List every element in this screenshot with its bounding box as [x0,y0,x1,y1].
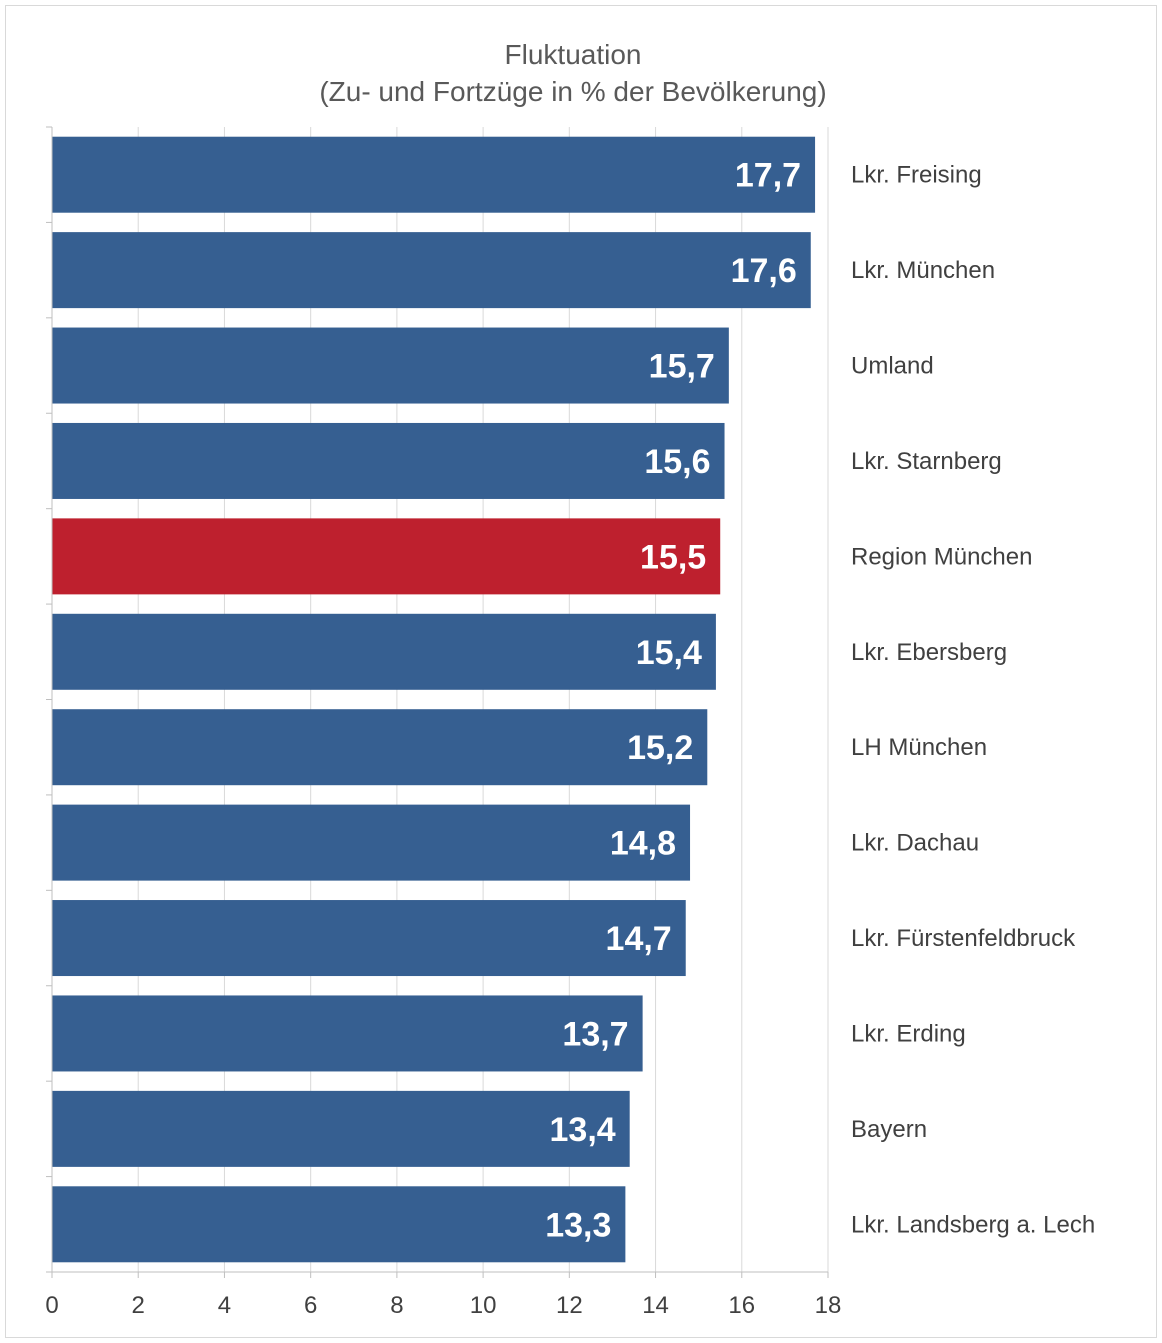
x-tick-label: 4 [218,1292,231,1319]
bar [52,613,716,690]
x-tick-label: 0 [45,1292,58,1319]
bar [52,327,729,404]
bar [52,1186,626,1263]
bar-value-label: 15,7 [649,348,715,386]
bar-value-label: 13,4 [550,1111,616,1149]
bar [52,900,686,977]
x-tick-label: 8 [390,1292,403,1319]
bar-value-label: 15,6 [644,443,710,481]
bar-value-label: 15,5 [640,538,706,576]
bar [52,136,816,213]
bar-value-label: 15,2 [627,729,693,767]
bars: 17,7 17,6 15,7 15,6 15,5 15,4 15,2 14,8 14,7 13,7… [52,136,816,1263]
category-label: Lkr. Fürstenfeldbruck [851,925,1076,952]
category-label: Bayern [851,1116,927,1143]
chart-title: Fluktuation [505,39,642,70]
x-tick-label: 6 [304,1292,317,1319]
bar [52,1090,630,1167]
bar-value-label: 17,6 [731,252,797,290]
bar [52,518,721,595]
x-tick-label: 18 [815,1292,842,1319]
gridlines [137,127,829,1272]
category-label: Lkr. München [851,257,995,284]
chart-subtitle: (Zu- und Fortzüge in % der Bevölkerung) [319,76,826,107]
category-label: Lkr. Erding [851,1020,966,1047]
category-label: Region München [851,543,1032,570]
bar [52,232,811,309]
x-tick-label: 14 [642,1292,669,1319]
bar-value-label: 13,3 [545,1206,611,1244]
category-label: Lkr. Starnberg [851,448,1002,475]
category-label: Lkr. Ebersberg [851,639,1007,666]
chart-frame [5,5,1157,1338]
category-label: Lkr. Landsberg a. Lech [851,1211,1095,1238]
bar [52,422,725,499]
bar-value-label: 13,7 [562,1015,628,1053]
bar-value-label: 15,4 [636,634,702,672]
bar-value-label: 14,7 [606,920,672,958]
x-tick-label: 2 [132,1292,145,1319]
category-label: LH München [851,734,987,761]
category-label: Lkr. Dachau [851,830,979,857]
x-tick-label: 16 [728,1292,755,1319]
category-label: Umland [851,353,934,380]
x-axis: 0 2 4 6 8 10 12 14 16 18 [45,126,842,1319]
bar [52,709,708,786]
x-tick-label: 12 [556,1292,583,1319]
bar [52,995,643,1072]
category-labels: Lkr. Freising Lkr. München Umland Lkr. Star… [851,162,1095,1239]
bar-value-label: 17,7 [735,157,801,195]
x-tick-label: 10 [470,1292,497,1319]
bar [52,804,691,881]
category-label: Lkr. Freising [851,162,982,189]
bar-value-label: 14,8 [610,825,676,863]
